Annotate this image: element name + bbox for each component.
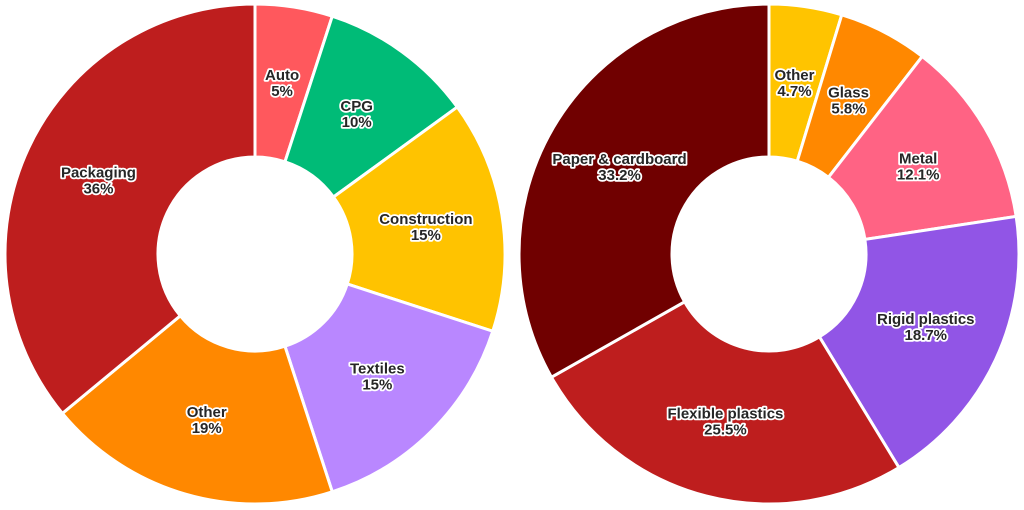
wedge-label: Metal 12.1% — [897, 150, 940, 183]
category-label: Other — [774, 67, 814, 84]
value-label: 12.1% — [897, 166, 940, 183]
value-label: 5.8% — [831, 100, 865, 117]
wedge — [817, 214, 1021, 470]
wedge — [283, 282, 495, 494]
wedge — [331, 104, 507, 334]
wedge — [60, 313, 335, 506]
value-label: 19% — [192, 420, 222, 437]
wedge-label: Other 19% — [187, 404, 227, 437]
category-label: Construction — [379, 211, 472, 228]
wedge-label: Packaging 36% — [61, 164, 136, 197]
category-label: Glass — [828, 84, 869, 101]
wedge-label: Glass 5.8% — [828, 84, 869, 117]
wedge — [549, 299, 902, 506]
category-label: Auto — [265, 67, 299, 84]
wedge-label: Auto 5% — [265, 67, 299, 100]
category-label: Paper & cardboard — [552, 151, 686, 168]
wedge-label: Paper & cardboard 33.2% — [552, 151, 686, 184]
wedge-label: Flexible plastics 25.5% — [668, 405, 784, 438]
category-label: Metal — [899, 150, 937, 167]
value-label: 15% — [362, 376, 392, 393]
value-label: 25.5% — [704, 421, 747, 438]
value-label: 33.2% — [598, 167, 641, 184]
category-label: Textiles — [350, 360, 405, 377]
category-label: Flexible plastics — [668, 405, 784, 422]
category-label: Packaging — [61, 164, 136, 181]
donut — [3, 2, 507, 506]
wedge — [517, 2, 771, 380]
value-label: 15% — [411, 227, 441, 244]
wedge-label: Construction 15% — [379, 211, 472, 244]
labels: Auto 5%CPG 10%Construction 15%Textiles 15%Ot… — [59, 65, 474, 439]
wedge — [826, 54, 1018, 242]
wedge-label: Textiles 15% — [350, 360, 405, 393]
value-label: 18.7% — [904, 327, 947, 344]
wedge-label: Other 4.7% — [774, 67, 814, 100]
labels: Other 4.7% Glass 5.8% Metal 12.1% Rigid plasti… — [551, 65, 977, 440]
category-label: CPG — [340, 98, 373, 115]
donut — [517, 2, 1021, 506]
value-label: 5% — [271, 83, 293, 100]
wedge-label: Rigid plastics 18.7% — [877, 311, 975, 344]
value-label: 36% — [83, 180, 113, 197]
category-label: Rigid plastics — [877, 311, 975, 328]
value-label: 10% — [342, 114, 372, 131]
wedge-label: CPG 10% — [340, 98, 373, 131]
wedge — [3, 2, 257, 416]
value-label: 4.7% — [777, 83, 811, 100]
category-label: Other — [187, 404, 227, 421]
